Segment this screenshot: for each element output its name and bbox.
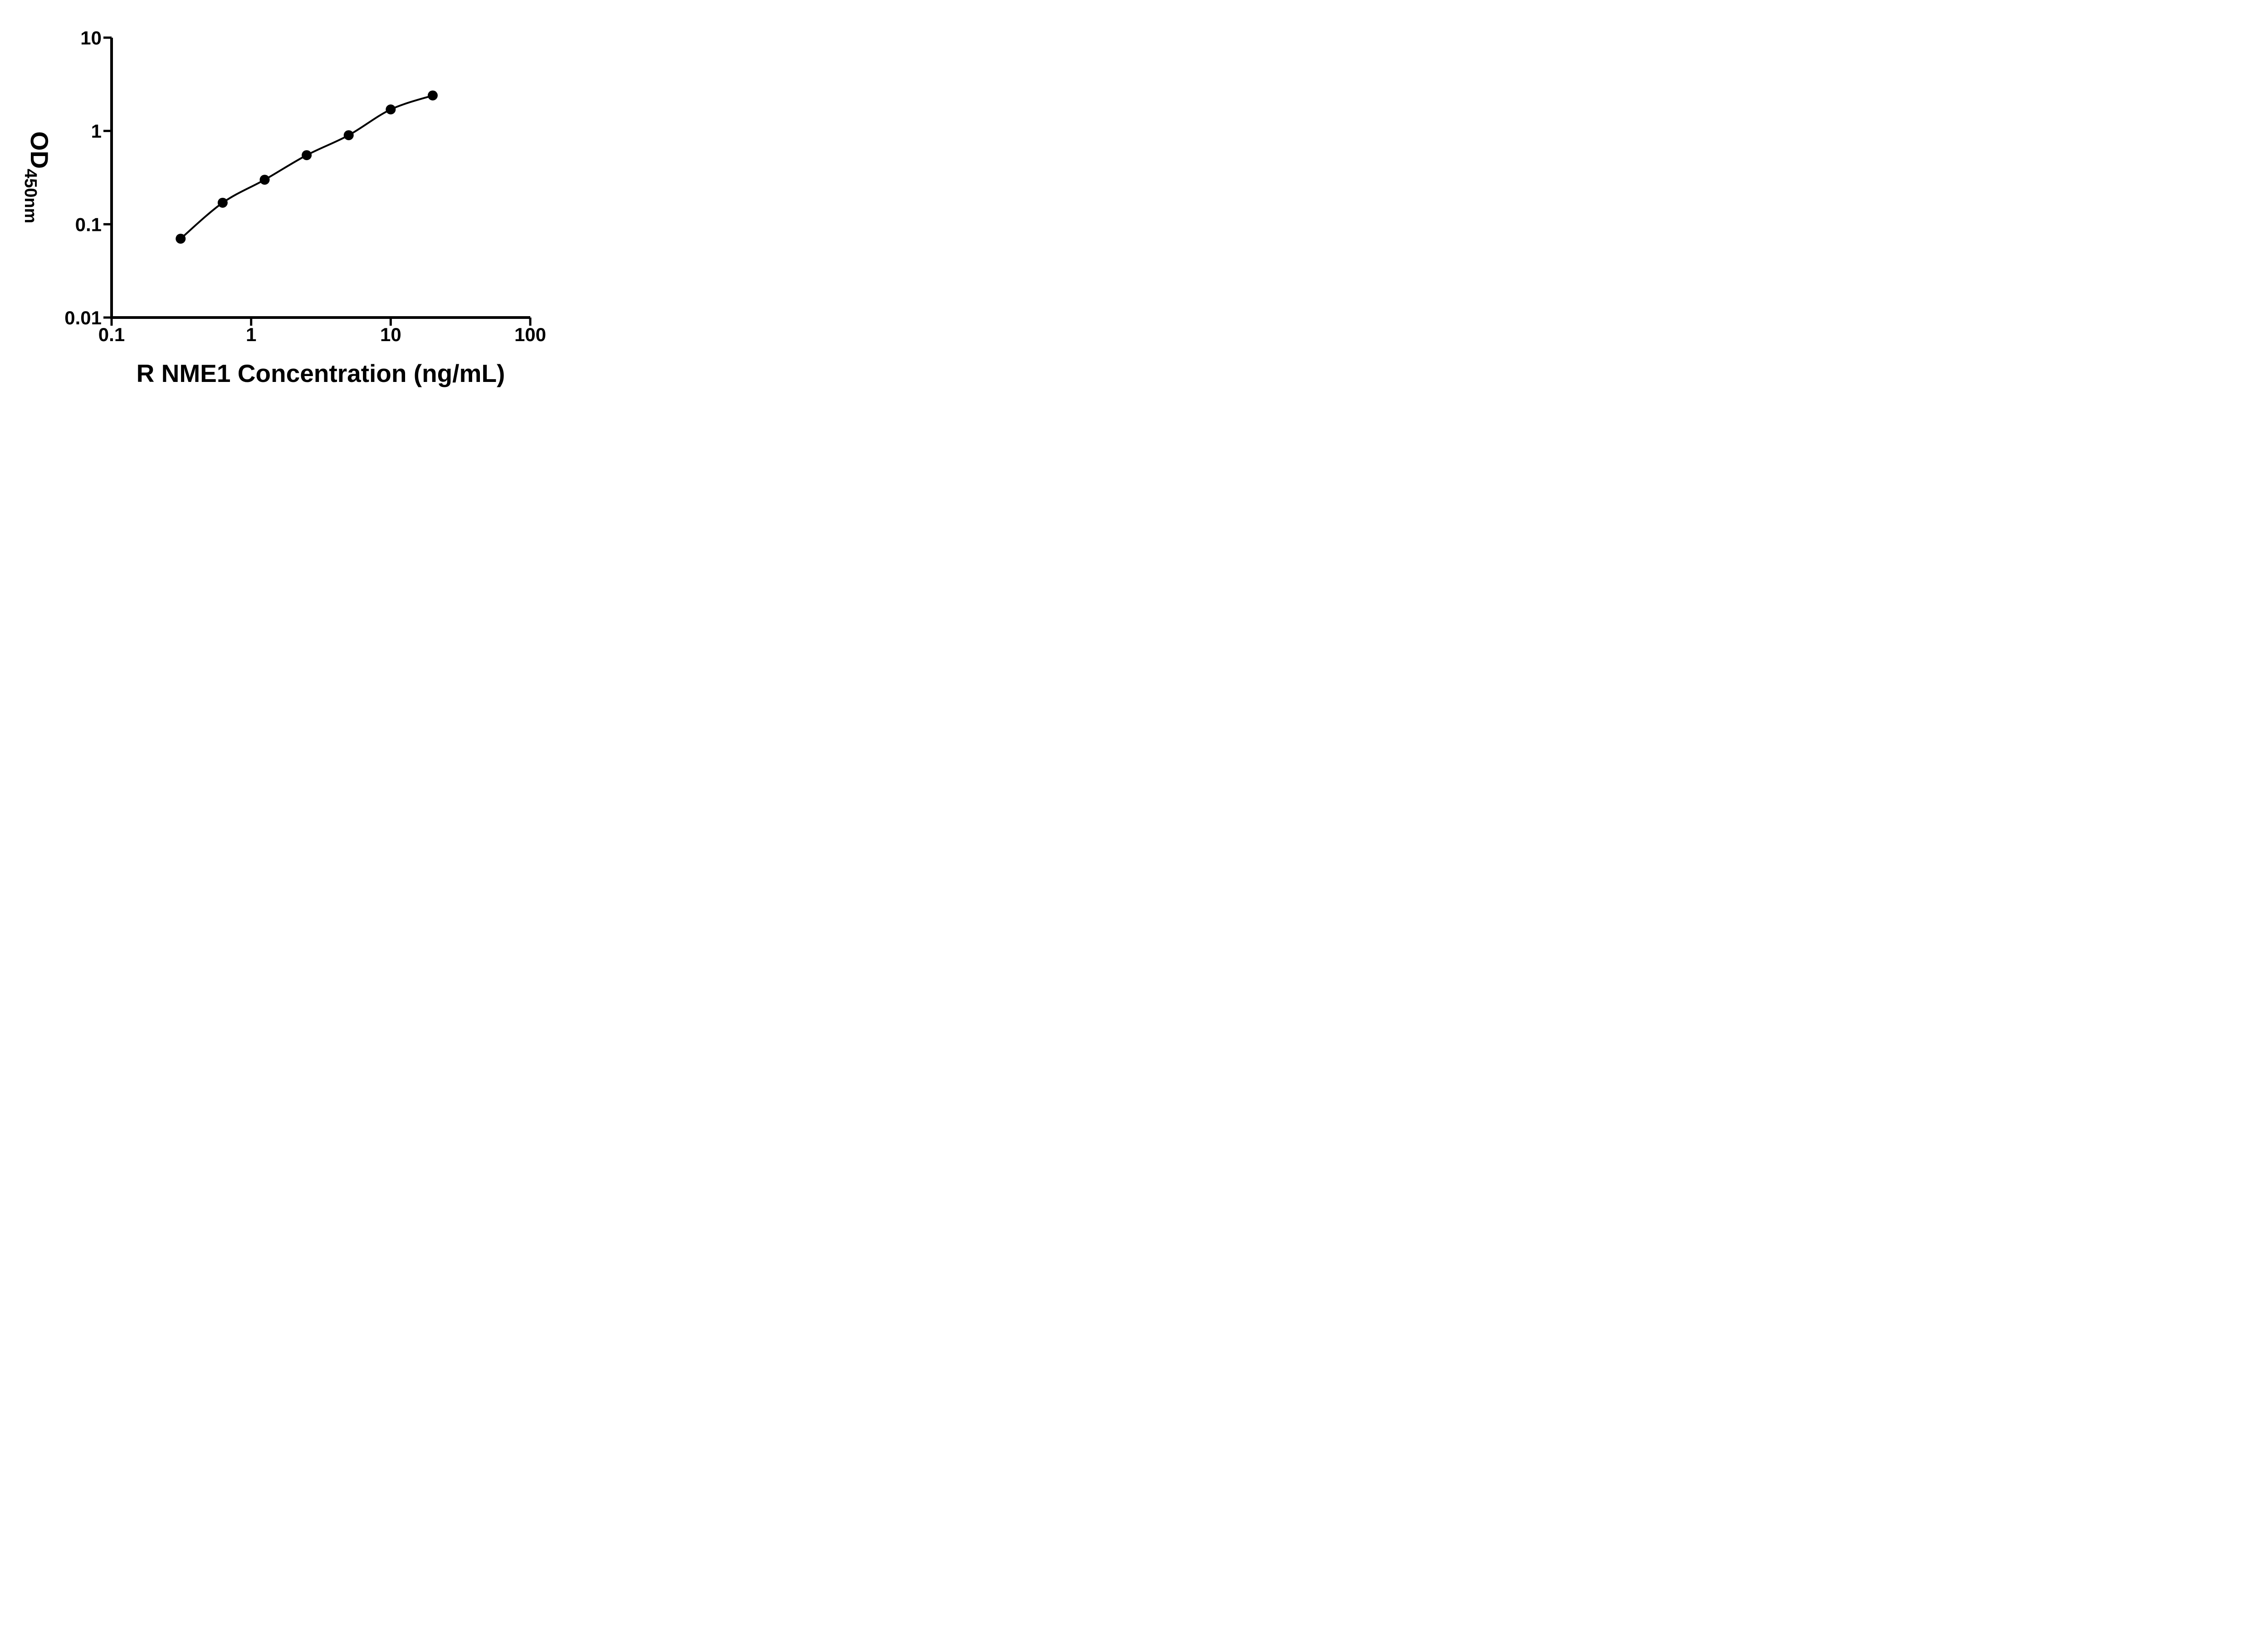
data-point <box>343 130 354 141</box>
data-point <box>427 90 438 101</box>
x-tick-label: 10 <box>380 324 401 345</box>
y-axis-title-subscript: 450nm <box>21 169 40 223</box>
y-axis-title: OD450nm <box>21 132 54 224</box>
y-axis-title-base: OD <box>25 132 54 169</box>
y-tick-label: 1 <box>91 121 102 142</box>
data-point <box>259 175 270 185</box>
x-axis-title: R NME1 Concentration (ng/mL) <box>137 359 505 387</box>
y-tick-label: 0.01 <box>64 307 102 328</box>
data-point <box>217 197 228 208</box>
x-tick-label: 0.1 <box>98 324 125 345</box>
y-tick-label: 10 <box>80 27 102 49</box>
data-point <box>302 150 312 161</box>
x-tick-label: 100 <box>514 324 546 345</box>
axes-spines <box>110 38 530 319</box>
x-tick-label: 1 <box>246 324 256 345</box>
data-point <box>386 104 396 115</box>
y-tick-label: 0.1 <box>75 214 102 235</box>
standard-curve-line <box>180 94 433 240</box>
data-point <box>176 234 186 244</box>
elisa-standard-curve-figure: 0.1 1 10 100 0.01 0.1 1 10 R NME1 Concentration… <box>0 0 583 408</box>
